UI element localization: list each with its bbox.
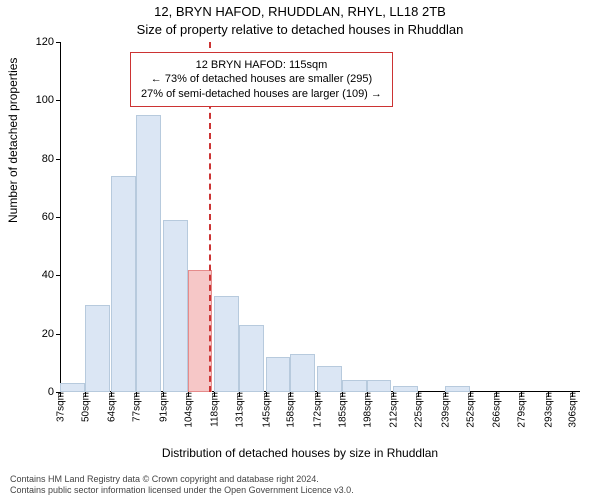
x-tick-label: 293sqm xyxy=(541,392,554,428)
histogram-bar xyxy=(60,383,85,392)
histogram-bar xyxy=(239,325,264,392)
x-tick-label: 131sqm xyxy=(233,392,246,428)
y-axis-label: Number of detached properties xyxy=(6,58,20,223)
histogram-bar xyxy=(290,354,315,392)
y-tick-label: 40 xyxy=(42,269,60,281)
x-tick-label: 172sqm xyxy=(311,392,324,428)
footer-attribution: Contains HM Land Registry data © Crown c… xyxy=(10,474,590,497)
footer-line2: Contains public sector information licen… xyxy=(10,485,590,496)
x-tick-label: 104sqm xyxy=(181,392,194,428)
histogram-bar xyxy=(163,220,188,392)
histogram-bar xyxy=(266,357,291,392)
x-tick-label: 118sqm xyxy=(208,392,221,427)
x-tick-label: 37sqm xyxy=(54,392,67,422)
annotation-line: ← 73% of detached houses are smaller (29… xyxy=(141,72,382,86)
histogram-bar xyxy=(445,386,470,392)
chart-title-line2: Size of property relative to detached ho… xyxy=(0,22,600,37)
x-tick-label: 185sqm xyxy=(335,392,348,428)
y-tick-label: 100 xyxy=(36,94,60,106)
y-tick-label: 120 xyxy=(36,36,60,48)
histogram-bar xyxy=(317,366,342,392)
x-tick-label: 225sqm xyxy=(412,392,425,428)
chart-title-line1: 12, BRYN HAFOD, RHUDDLAN, RHYL, LL18 2TB xyxy=(0,4,600,19)
histogram-bar xyxy=(214,296,239,392)
histogram-bar xyxy=(85,305,110,393)
y-tick-label: 20 xyxy=(42,328,60,340)
footer-line1: Contains HM Land Registry data © Crown c… xyxy=(10,474,590,485)
x-tick-label: 158sqm xyxy=(284,392,297,428)
x-tick-label: 145sqm xyxy=(259,392,272,428)
page-root: 12, BRYN HAFOD, RHUDDLAN, RHYL, LL18 2TB… xyxy=(0,0,600,500)
y-tick-label: 60 xyxy=(42,211,60,223)
histogram-bar xyxy=(342,380,367,392)
x-tick-label: 50sqm xyxy=(78,392,91,422)
histogram-bar xyxy=(111,176,136,392)
x-tick-label: 279sqm xyxy=(514,392,527,428)
x-tick-label: 239sqm xyxy=(438,392,451,428)
x-tick-label: 252sqm xyxy=(463,392,476,428)
y-tick-label: 80 xyxy=(42,153,60,165)
x-tick-label: 91sqm xyxy=(156,392,169,422)
x-tick-label: 64sqm xyxy=(105,392,118,422)
x-tick-label: 306sqm xyxy=(566,392,579,428)
annotation-line: 12 BRYN HAFOD: 115sqm xyxy=(141,58,382,72)
x-tick-label: 266sqm xyxy=(490,392,503,428)
histogram-plot: 02040608010012037sqm50sqm64sqm77sqm91sqm… xyxy=(60,42,580,392)
annotation-line: 27% of semi-detached houses are larger (… xyxy=(141,87,382,101)
x-tick-label: 77sqm xyxy=(130,392,143,422)
histogram-bar xyxy=(393,386,418,392)
histogram-bar xyxy=(367,380,392,392)
x-tick-label: 198sqm xyxy=(360,392,373,428)
x-tick-label: 212sqm xyxy=(387,392,400,428)
x-axis-label: Distribution of detached houses by size … xyxy=(0,446,600,460)
histogram-bar xyxy=(136,115,161,392)
annotation-box: 12 BRYN HAFOD: 115sqm← 73% of detached h… xyxy=(130,52,393,107)
